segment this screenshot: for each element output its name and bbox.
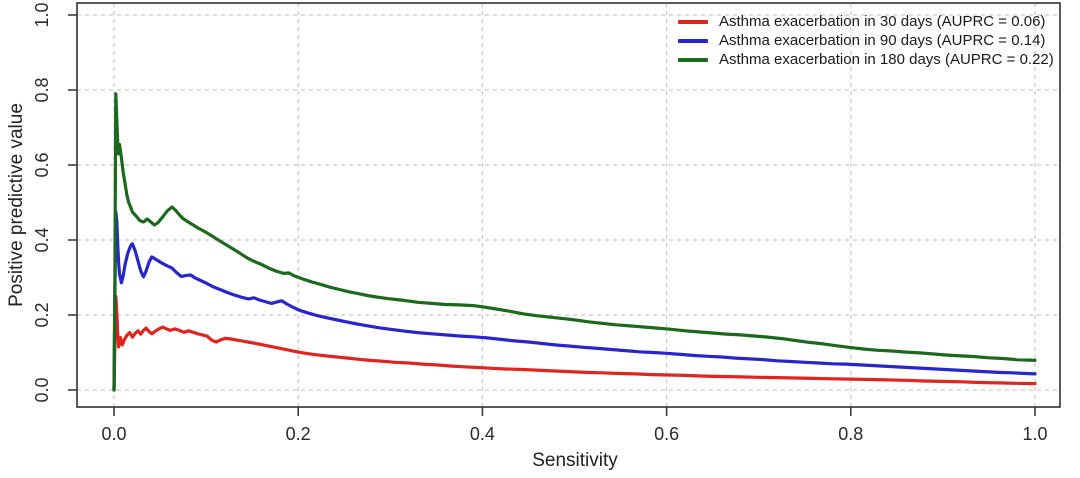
legend-line-swatch-red <box>678 19 708 24</box>
y-tick-label-0.8: 0.8 <box>32 77 52 103</box>
y-tick-label-0.0: 0.0 <box>32 377 52 403</box>
curve-90-days <box>112 210 1037 392</box>
legend-item-180-days: Asthma exacerbation in 180 days (AUPRC =… <box>678 50 1054 69</box>
legend-item-30-days: Asthma exacerbation in 30 days (AUPRC = … <box>678 12 1054 31</box>
plot-border <box>76 2 1061 408</box>
legend-line-swatch-blue <box>678 38 708 43</box>
legend-line-swatch-green <box>678 57 708 62</box>
x-tick-label-0.4: 0.4 <box>469 424 495 444</box>
legend: Asthma exacerbation in 30 days (AUPRC = … <box>678 12 1054 69</box>
y-tick-label-1.0: 1.0 <box>32 2 52 28</box>
x-axis-title: Sensitivity <box>532 450 618 471</box>
x-tick-label-0.2: 0.2 <box>285 424 311 444</box>
legend-label-30-days: Asthma exacerbation in 30 days (AUPRC = … <box>719 13 1046 30</box>
y-tick-label-0.2: 0.2 <box>32 302 52 328</box>
x-tick-label-0.6: 0.6 <box>654 424 680 444</box>
legend-label-90-days: Asthma exacerbation in 90 days (AUPRC = … <box>719 32 1046 49</box>
y-tick-label-0.6: 0.6 <box>32 152 52 178</box>
x-tick-label-0.8: 0.8 <box>838 424 864 444</box>
x-tick-label-1.0: 1.0 <box>1022 424 1048 444</box>
curve-180-days <box>112 92 1037 392</box>
y-axis-title: Positive predictive value <box>6 103 27 307</box>
y-tick-label-0.4: 0.4 <box>32 227 52 253</box>
legend-label-180-days: Asthma exacerbation in 180 days (AUPRC =… <box>719 51 1054 68</box>
curve-30-days <box>112 294 1037 392</box>
x-tick-label-0.0: 0.0 <box>101 424 127 444</box>
legend-item-90-days: Asthma exacerbation in 90 days (AUPRC = … <box>678 31 1054 50</box>
